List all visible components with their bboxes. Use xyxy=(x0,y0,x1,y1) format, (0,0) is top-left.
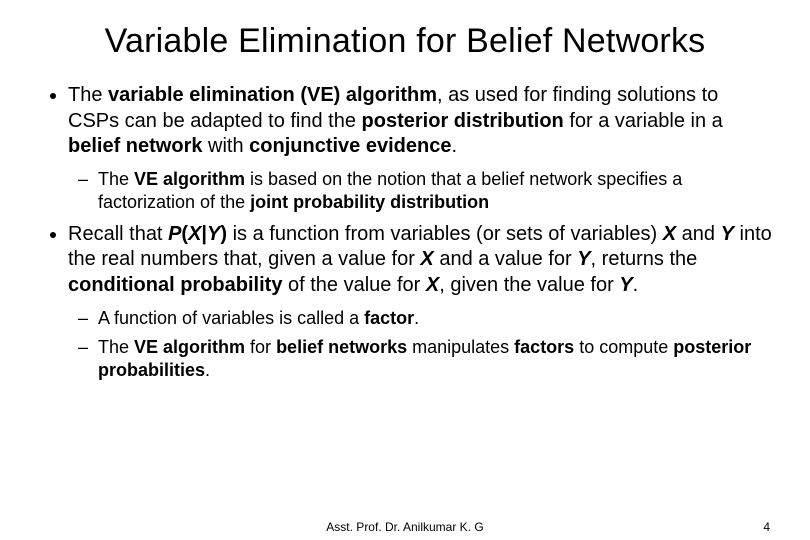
sub-bullet-item: The VE algorithm for belief networks man… xyxy=(98,336,774,382)
sub-bullet-item: The VE algorithm is based on the notion … xyxy=(98,168,774,214)
slide-title: Variable Elimination for Belief Networks xyxy=(36,22,774,61)
bold-text: factor xyxy=(364,308,414,328)
bold-italic-text: Y xyxy=(721,223,734,245)
bold-italic-text: X xyxy=(188,223,201,245)
bullet-list: The variable elimination (VE) algorithm,… xyxy=(36,83,774,382)
bold-text: VE algorithm xyxy=(134,169,245,189)
bold-text: joint probability distribution xyxy=(250,192,489,212)
text: manipulates xyxy=(407,337,514,357)
bold-italic-text: X xyxy=(420,248,433,270)
bold-italic-text: Y xyxy=(207,223,220,245)
text: . xyxy=(633,274,639,296)
bold-text: variable elimination (VE) algorithm xyxy=(108,84,437,106)
text: , returns the xyxy=(591,248,698,270)
bold-italic-text: Y xyxy=(619,274,632,296)
text: and xyxy=(676,223,720,245)
text: . xyxy=(205,360,210,380)
text: and a value for xyxy=(434,248,577,270)
footer-page-number: 4 xyxy=(763,520,770,534)
sub-bullet-list: The VE algorithm is based on the notion … xyxy=(68,168,774,214)
text: for a variable in a xyxy=(564,110,723,132)
text: of the value for xyxy=(282,274,425,296)
bold-text: VE algorithm xyxy=(134,337,245,357)
bold-italic-text: X xyxy=(426,274,439,296)
text: with xyxy=(202,135,249,157)
bold-text: belief networks xyxy=(276,337,407,357)
text: . xyxy=(451,135,457,157)
footer-author: Asst. Prof. Dr. Anilkumar K. G xyxy=(326,520,483,534)
text: The xyxy=(68,84,108,106)
bullet-item: The variable elimination (VE) algorithm,… xyxy=(68,83,774,214)
text: The xyxy=(98,169,134,189)
text: . xyxy=(414,308,419,328)
slide: Variable Elimination for Belief Networks… xyxy=(0,0,810,540)
text: Recall that xyxy=(68,223,168,245)
bold-text: factors xyxy=(514,337,574,357)
text: A function of variables is called a xyxy=(98,308,364,328)
text: for xyxy=(245,337,276,357)
bullet-item: Recall that P(X|Y) is a function from va… xyxy=(68,222,774,382)
sub-bullet-list: A function of variables is called a fact… xyxy=(68,307,774,382)
bold-text: conditional probability xyxy=(68,274,282,296)
text: is a function from variables (or sets of… xyxy=(227,223,663,245)
bold-text: posterior distribution xyxy=(362,110,564,132)
bold-italic-text: X xyxy=(663,223,676,245)
text: The xyxy=(98,337,134,357)
bold-italic-text: Y xyxy=(577,248,590,270)
text: to compute xyxy=(574,337,673,357)
bold-italic-text: P xyxy=(168,223,181,245)
text: , given the value for xyxy=(439,274,619,296)
sub-bullet-item: A function of variables is called a fact… xyxy=(98,307,774,330)
bold-text: conjunctive evidence xyxy=(249,135,451,157)
bold-text: belief network xyxy=(68,135,202,157)
